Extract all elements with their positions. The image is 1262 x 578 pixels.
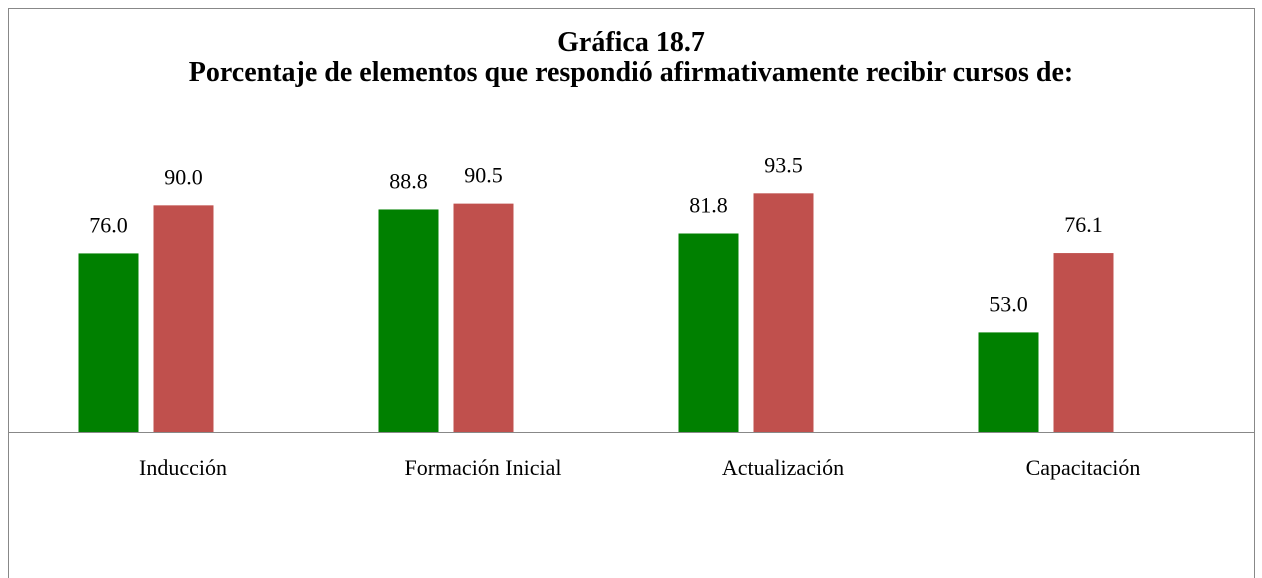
bar xyxy=(378,209,439,432)
bar xyxy=(678,233,739,432)
chart-title: Gráfica 18.7 xyxy=(557,27,705,58)
titles: Gráfica 18.7 Porcentaje de elementos que… xyxy=(0,28,1262,88)
x-tick-label: Formación Inicial xyxy=(404,455,561,480)
bar xyxy=(453,203,514,432)
value-label: 53.0 xyxy=(989,291,1028,316)
value-label: 88.8 xyxy=(389,169,428,194)
value-label: 81.8 xyxy=(689,193,728,218)
value-label: 76.1 xyxy=(1064,212,1103,237)
x-tick-label: Capacitación xyxy=(1026,455,1141,480)
chart-subtitle: Porcentaje de elementos que respondió af… xyxy=(188,57,1074,88)
bar xyxy=(1053,253,1114,432)
x-tick-label: Inducción xyxy=(139,455,227,480)
value-label: 90.0 xyxy=(164,164,203,189)
x-tick-label: Actualización xyxy=(722,455,844,480)
value-label: 93.5 xyxy=(764,152,803,177)
value-label: 90.5 xyxy=(464,163,503,188)
bar xyxy=(753,193,814,432)
chart-border xyxy=(8,8,1255,578)
bar xyxy=(978,332,1039,432)
value-label: 76.0 xyxy=(89,212,128,237)
bar xyxy=(78,253,139,432)
bar xyxy=(153,205,214,432)
